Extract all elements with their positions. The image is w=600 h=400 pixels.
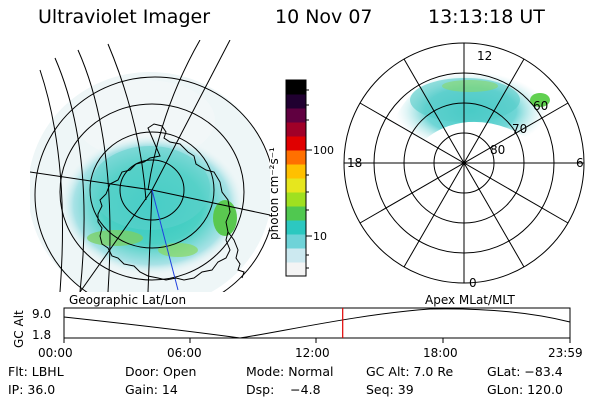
timeline-ytick-min: 1.8 [32, 328, 51, 342]
timeline-xtick-label: 00:00 [38, 346, 73, 360]
timeline-ytick-max: 9.0 [32, 307, 51, 321]
filter-value: Flt: LBHL [8, 364, 64, 379]
aurora-green-band [87, 230, 143, 246]
colorbar-segment [286, 234, 306, 249]
colorbar-segment [286, 178, 306, 193]
meridian-line [107, 43, 147, 201]
dsp-value: Dsp: −4.8 [246, 382, 321, 397]
aurora-green-patch [213, 200, 237, 236]
glat-value: GLat: −83.4 [487, 364, 563, 379]
peninsula-coastline [227, 231, 245, 279]
timeline-xtick-label: 23:59 [548, 346, 583, 360]
timeline-ylabel: GC Alt [12, 310, 26, 348]
latitude-circle [119, 159, 185, 221]
colorbar-segment [286, 108, 306, 123]
aurora-core-left [90, 146, 210, 230]
ip-value: IP: 36.0 [8, 382, 56, 397]
date-label: 10 Nov 07 [275, 6, 373, 28]
timeline-xtick-label: 06:00 [167, 346, 202, 360]
time-label: 13:13:18 UT [428, 6, 545, 28]
colorbar: 100 10 photon cm⁻²s⁻¹ [267, 79, 334, 277]
colorbar-segment [286, 136, 306, 151]
colorbar-tick-label-100: 100 [313, 144, 334, 157]
aurora-green-arc [442, 80, 498, 92]
meridian-line [54, 57, 85, 292]
latitude-circle [89, 131, 215, 249]
colorbar-segment [286, 122, 306, 137]
timeline-frame [63, 307, 571, 339]
glon-value: GLon: 120.0 [487, 382, 563, 397]
colorbar-segment [286, 164, 306, 179]
mlt-label-left: 18 [347, 156, 362, 170]
meridian-spoke [79, 189, 153, 292]
colorbar-tick-label-10: 10 [313, 230, 327, 243]
colorbar-segment [286, 262, 306, 277]
colorbar-frame [285, 79, 307, 277]
colorbar-segment [286, 94, 306, 109]
meridian-spoke [30, 171, 153, 191]
left-map-label: Geographic Lat/Lon [69, 293, 186, 307]
gain-value: Gain: 14 [125, 382, 178, 397]
aurora-green-band-2 [158, 243, 198, 257]
mlt-label-right: 6 [576, 156, 584, 170]
antarctica-coastline [97, 123, 231, 281]
seq-value: Seq: 39 [366, 382, 414, 397]
meridian-spoke [147, 189, 153, 292]
colorbar-segment [286, 206, 306, 221]
right-map-label: Apex MLat/MLT [425, 293, 515, 307]
gc-alt-value: GC Alt: 7.0 Re [366, 364, 454, 379]
meridian-spoke [151, 189, 270, 216]
meridian-line [39, 69, 63, 292]
mlat-label-60: 60 [533, 99, 548, 113]
aurora-green-right [530, 93, 550, 107]
meridian-spoke [151, 40, 231, 191]
latitude-circle [34, 76, 270, 292]
altitude-curve [63, 308, 571, 339]
colorbar-segment [286, 80, 306, 95]
colorbar-segment [286, 150, 306, 165]
geographic-map [30, 40, 270, 292]
timeline-xtick-label: 12:00 [295, 346, 330, 360]
meridian-line [77, 49, 111, 292]
door-status: Door: Open [125, 364, 197, 379]
colorbar-gradient [286, 80, 306, 277]
mlat-label-80: 80 [490, 143, 505, 157]
mlt-spoke [359, 102, 569, 224]
mlat-label-70: 70 [512, 122, 527, 136]
terminator-line [151, 189, 179, 291]
colorbar-segment [286, 248, 306, 263]
mlt-label-bottom: 0 [469, 276, 477, 290]
colorbar-segment [286, 220, 306, 235]
magnetic-polar-plot: 12 18 6 0 60 70 80 [343, 42, 585, 290]
mlt-label-top: 12 [477, 49, 492, 63]
latitude-circle [59, 103, 245, 281]
app-title: Ultraviolet Imager [38, 6, 211, 28]
colorbar-unit-label: photon cm⁻²s⁻¹ [267, 147, 281, 240]
meridian-line [147, 40, 201, 191]
timeline-xtick-label: 18:00 [423, 346, 458, 360]
mode-value: Mode: Normal [246, 364, 334, 379]
altitude-timeline: Geographic Lat/Lon Apex MLat/MLT GC Alt … [12, 293, 583, 360]
colorbar-segment [286, 192, 306, 207]
